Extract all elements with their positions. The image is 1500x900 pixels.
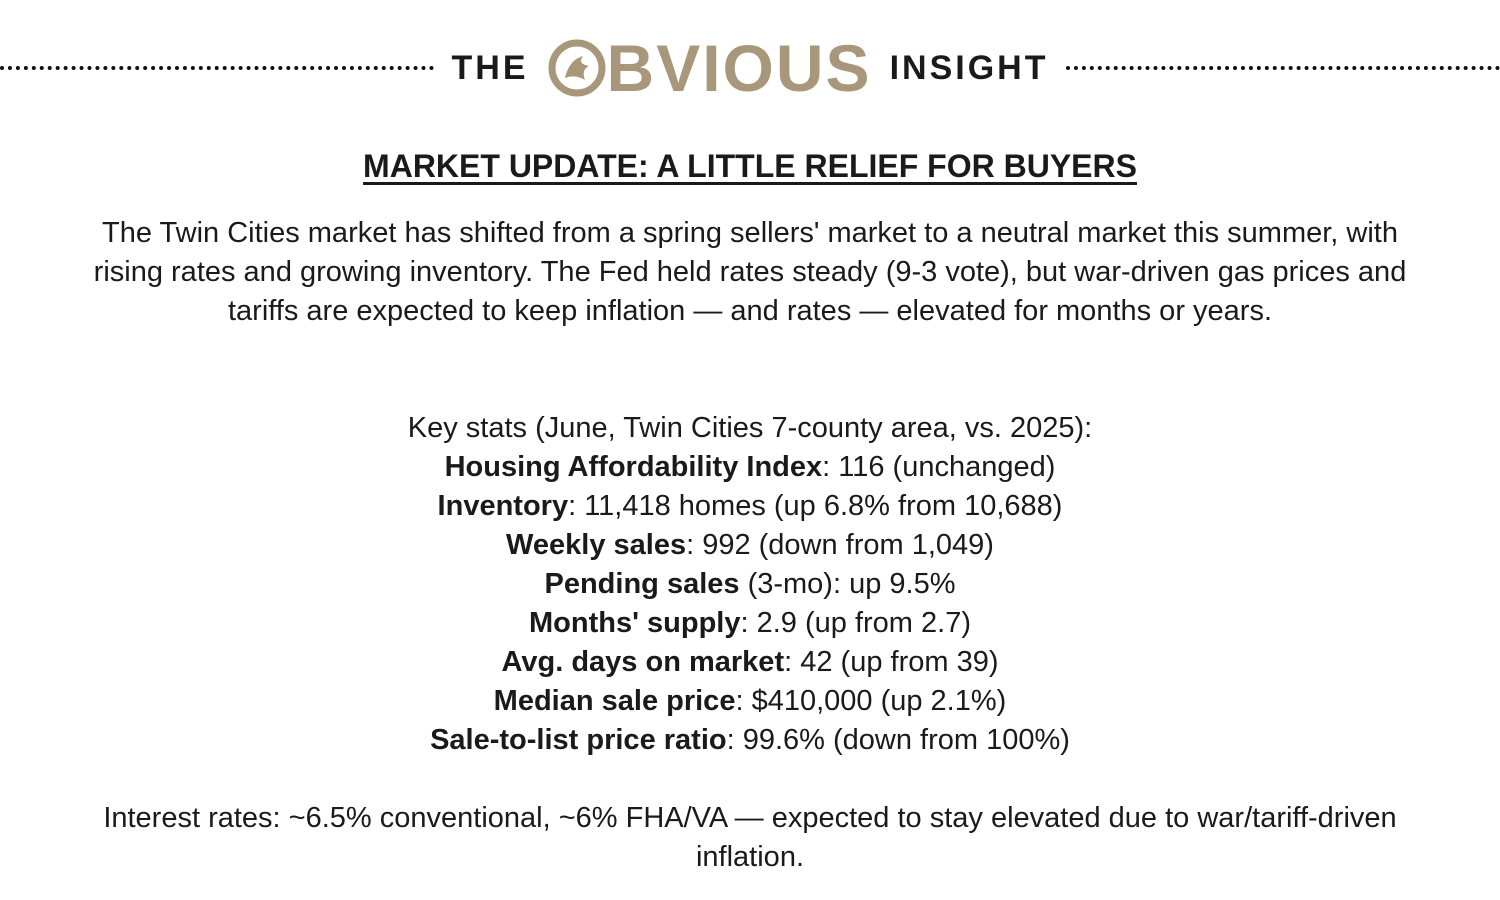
stat-row: Weekly sales: 992 (down from 1,049) xyxy=(85,526,1415,565)
stat-text: (3-mo): up 9.5% xyxy=(739,568,956,600)
stat-label: Weekly sales xyxy=(506,529,687,561)
intro: The Twin Cities market has shifted from … xyxy=(93,217,1407,327)
stat-row: Months' supply: 2.9 (up from 2.7) xyxy=(85,604,1415,643)
dotted-rule xyxy=(0,66,434,70)
stat-row: Housing Affordability Index: 116 (unchan… xyxy=(85,448,1415,487)
masthead: THE BVIOUS INSIGHT xyxy=(0,30,1500,106)
stat-label: Sale-to-list price ratio xyxy=(430,724,727,756)
stat-row: Pending sales (3-mo): up 9.5% xyxy=(85,565,1415,604)
brand: BVIOUS xyxy=(547,30,872,106)
stat-label: Avg. days on market xyxy=(501,646,785,678)
dotted-rule xyxy=(1066,66,1500,70)
brand-icon xyxy=(548,39,606,97)
stats-intro: Key stats (June, Twin Cities 7-county ar… xyxy=(407,412,1093,444)
stat-label: Housing Affordability Index xyxy=(444,451,823,483)
stat-row: Avg. days on market: 42 (up from 39) xyxy=(85,643,1415,682)
brand-text: BVIOUS xyxy=(606,31,872,105)
stat-row: Inventory: 11,418 homes (up 6.8% from 10… xyxy=(85,487,1415,526)
stat-list: Housing Affordability Index: 116 (unchan… xyxy=(85,448,1415,760)
stat-text: : 42 (up from 39) xyxy=(784,646,999,678)
stat-label: Months' supply xyxy=(529,607,741,639)
closing: Interest rates: ~6.5% conventional, ~6% … xyxy=(103,802,1397,873)
stat-label: Inventory xyxy=(437,490,569,522)
stats: Key stats (June, Twin Cities 7-county ar… xyxy=(85,409,1415,760)
stat-row: Sale-to-list price ratio: 99.6% (down fr… xyxy=(85,721,1415,760)
stat-text: : 2.9 (up from 2.7) xyxy=(740,607,972,639)
masthead-right: INSIGHT xyxy=(889,48,1049,87)
masthead-left: THE xyxy=(451,48,529,87)
stat-label: Pending sales xyxy=(544,568,740,600)
stat-text: : 99.6% (down from 100%) xyxy=(726,724,1070,756)
stat-label: Median sale price xyxy=(493,685,736,717)
stat-text: : 11,418 homes (up 6.8% from 10,688) xyxy=(568,490,1063,522)
stat-text: : $410,000 (up 2.1%) xyxy=(735,685,1007,717)
stat-text: : 992 (down from 1,049) xyxy=(686,529,994,561)
stat-text: : 116 (unchanged) xyxy=(822,451,1056,483)
headline: MARKET UPDATE: A LITTLE RELIEF FOR BUYER… xyxy=(363,148,1137,184)
stat-row: Median sale price: $410,000 (up 2.1%) xyxy=(85,682,1415,721)
